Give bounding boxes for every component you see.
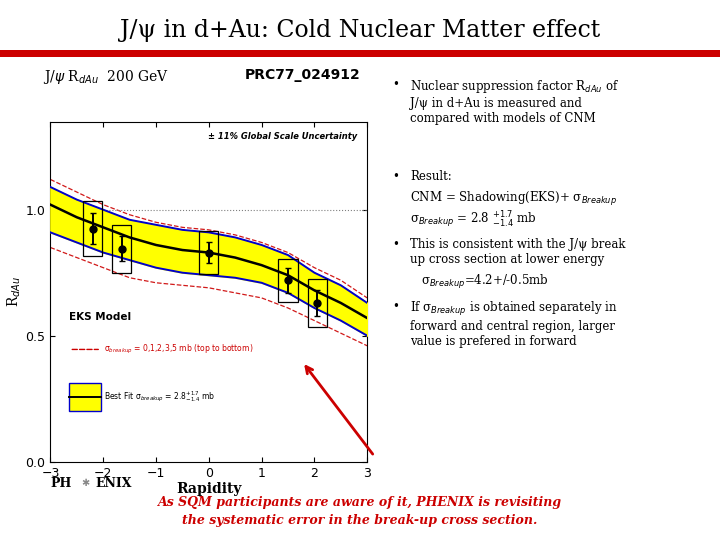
- Text: J/ψ in d+Au: Cold Nuclear Matter effect: J/ψ in d+Au: Cold Nuclear Matter effect: [120, 19, 600, 42]
- Text: J/$\psi$ R$_{dAu}$  200 GeV: J/$\psi$ R$_{dAu}$ 200 GeV: [43, 68, 169, 85]
- Text: This is consistent with the J/ψ break
up cross section at lower energy: This is consistent with the J/ψ break up…: [410, 238, 626, 266]
- Text: EKS Model: EKS Model: [69, 312, 132, 322]
- Text: If σ$_{Breakup}$ is obtained separately in
forward and central region, larger
va: If σ$_{Breakup}$ is obtained separately …: [410, 300, 618, 348]
- Text: •: •: [392, 170, 400, 183]
- Text: As SQM participants are aware of it, PHENIX is revisiting: As SQM participants are aware of it, PHE…: [158, 496, 562, 509]
- Bar: [83, 201, 102, 256]
- Text: •: •: [392, 300, 400, 313]
- Text: Nuclear suppression factor R$_{dAu}$ of
J/ψ in d+Au is measured and
compared wit: Nuclear suppression factor R$_{dAu}$ of …: [410, 78, 620, 125]
- Text: PRC77_024912: PRC77_024912: [245, 68, 361, 82]
- Text: •: •: [392, 238, 400, 251]
- Text: σ$_{Breakup}$ = 2.8 $^{+1.7}_{-1.4}$ mb: σ$_{Breakup}$ = 2.8 $^{+1.7}_{-1.4}$ mb: [410, 210, 537, 230]
- Text: σ$_{Breakup}$=4.2+/-0.5mb: σ$_{Breakup}$=4.2+/-0.5mb: [410, 273, 549, 291]
- Y-axis label: R$_{dAu}$: R$_{dAu}$: [5, 276, 23, 307]
- Text: PH: PH: [50, 477, 72, 490]
- Bar: [69, 383, 101, 410]
- Text: ENIX: ENIX: [96, 477, 132, 490]
- Text: the systematic error in the break-up cross section.: the systematic error in the break-up cro…: [182, 514, 538, 527]
- Text: CNM = Shadowing(EKS)+ σ$_{Breakup}$: CNM = Shadowing(EKS)+ σ$_{Breakup}$: [410, 190, 617, 208]
- Text: σ$_{breakup}$ = 0,1,2,3,5 mb (top to bottom): σ$_{breakup}$ = 0,1,2,3,5 mb (top to bot…: [104, 343, 253, 356]
- Text: ± 11% Global Scale Uncertainty: ± 11% Global Scale Uncertainty: [209, 132, 358, 141]
- X-axis label: Rapidity: Rapidity: [176, 482, 241, 496]
- Text: •: •: [392, 78, 400, 91]
- Bar: [199, 231, 218, 274]
- Text: Result:: Result:: [410, 170, 452, 183]
- Bar: [279, 259, 297, 302]
- Text: Best Fit σ$_{breakup}$ = 2.8$^{+1.7}_{-1.4}$ mb: Best Fit σ$_{breakup}$ = 2.8$^{+1.7}_{-1…: [104, 390, 215, 404]
- Bar: [307, 279, 327, 327]
- Bar: [112, 225, 131, 273]
- Text: ✱: ✱: [81, 478, 89, 488]
